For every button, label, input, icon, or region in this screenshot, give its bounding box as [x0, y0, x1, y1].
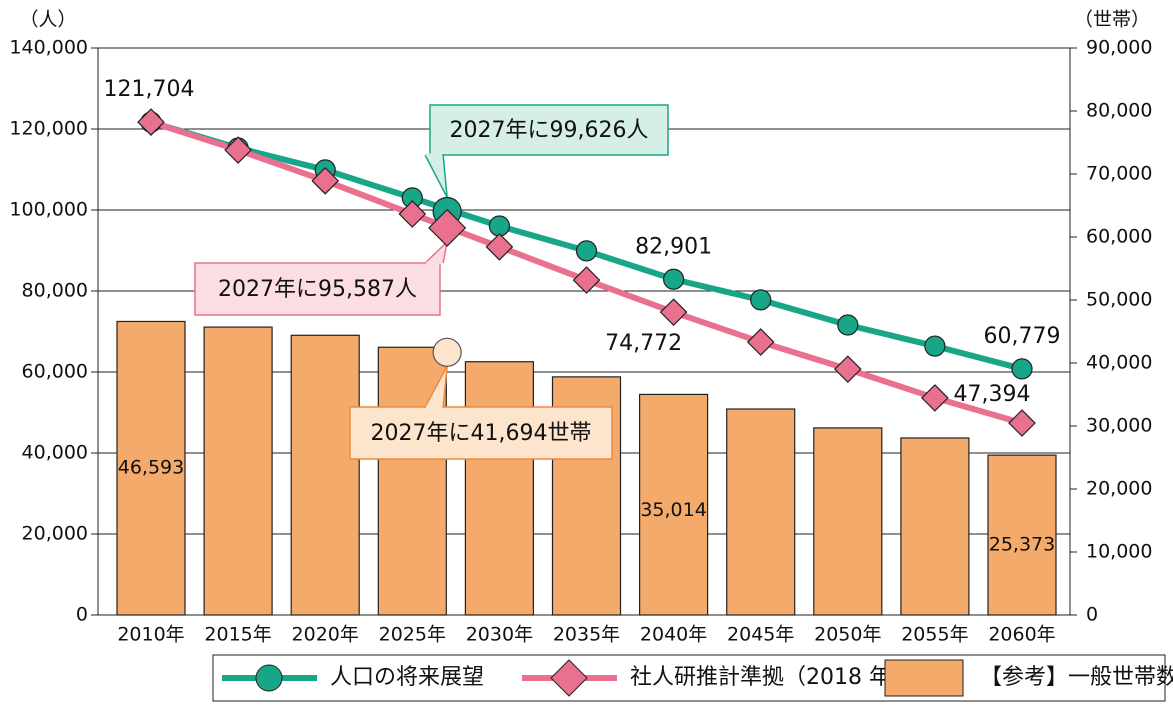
y2-tick-label: 70,000 [1086, 163, 1152, 185]
annotation-point [432, 337, 462, 367]
y-tick-label: 20,000 [22, 523, 88, 545]
point [224, 136, 252, 164]
callout-box [194, 262, 441, 316]
x-tick-label: 2060年 [988, 624, 1055, 646]
legend-label: 社人研推計準拠（2018 年） [630, 665, 913, 690]
callout-box [349, 406, 613, 460]
bar-value-label: 46,593 [118, 457, 184, 479]
y-tick-label: 0 [76, 604, 88, 626]
y2-tick-label: 20,000 [1086, 478, 1152, 500]
bar [726, 408, 796, 616]
point [488, 215, 510, 237]
bar [813, 427, 883, 616]
point [924, 335, 946, 357]
x-tick-label: 2040年 [640, 624, 707, 646]
bar [290, 334, 360, 616]
bar [900, 437, 970, 616]
y-tick-label: 40,000 [22, 442, 88, 464]
callout-text: 2027年に95,587人 [218, 277, 417, 302]
callout-pointer [424, 239, 449, 264]
point [750, 289, 772, 311]
value-label: 47,394 [954, 382, 1031, 407]
callout-box [429, 104, 669, 156]
y-tick-label: 80,000 [22, 280, 88, 302]
y2-tick-label: 30,000 [1086, 415, 1152, 437]
point [398, 200, 427, 228]
bar [203, 326, 273, 616]
legend-label: 【参考】一般世帯数 [980, 665, 1173, 690]
bar [116, 320, 186, 616]
point [485, 233, 514, 261]
point [137, 108, 165, 136]
value-label: 82,901 [635, 234, 712, 259]
x-tick-label: 2015年 [204, 624, 271, 646]
bar [987, 454, 1057, 616]
y2-tick-label: 80,000 [1086, 100, 1152, 122]
point [572, 266, 601, 294]
callout-text: 2027年に41,694世帯 [371, 421, 592, 446]
y2-tick-label: 10,000 [1086, 541, 1152, 563]
point [575, 240, 598, 262]
bar [464, 361, 534, 616]
point [921, 384, 949, 412]
point [833, 355, 862, 384]
annotation-point [428, 208, 467, 247]
y2-axis-label: （世帯） [1074, 9, 1150, 31]
point [746, 328, 775, 356]
y-tick-label: 120,000 [9, 118, 88, 140]
x-tick-label: 2035年 [553, 624, 620, 646]
point [1008, 409, 1036, 437]
y2-tick-label: 40,000 [1086, 352, 1152, 374]
legend-swatch [884, 659, 964, 697]
legend-label: 人口の将来展望 [330, 665, 484, 690]
x-tick-label: 2025年 [379, 624, 446, 646]
x-tick-label: 2055年 [901, 624, 968, 646]
callout-text: 2027年に99,626人 [450, 118, 649, 143]
point [1011, 358, 1033, 380]
bar-value-label: 35,014 [640, 499, 706, 521]
point [662, 268, 685, 290]
legend-box [212, 654, 1166, 702]
bar [638, 393, 709, 616]
y-tick-label: 100,000 [9, 199, 88, 221]
x-tick-label: 2045年 [727, 624, 794, 646]
y-tick-label: 140,000 [9, 37, 88, 59]
x-tick-label: 2020年 [292, 624, 359, 646]
value-label: 74,772 [605, 331, 682, 356]
y2-tick-label: 50,000 [1086, 289, 1152, 311]
point [659, 298, 688, 327]
bar [377, 346, 447, 616]
point [837, 314, 859, 336]
y-axis-label: （人） [19, 9, 76, 31]
y2-tick-label: 0 [1086, 604, 1098, 626]
point [311, 166, 340, 195]
y2-tick-label: 60,000 [1086, 226, 1152, 248]
x-tick-label: 2010年 [117, 624, 184, 646]
legend-marker [255, 664, 283, 692]
value-label: 60,779 [984, 324, 1061, 349]
y2-tick-label: 90,000 [1086, 37, 1152, 59]
x-tick-label: 2030年 [466, 624, 533, 646]
y-tick-label: 60,000 [22, 361, 88, 383]
value-label: 121,704 [104, 77, 195, 102]
bar-value-label: 25,373 [989, 534, 1055, 556]
callout-pointer [424, 154, 448, 198]
x-tick-label: 2050年 [814, 624, 881, 646]
legend-marker [550, 659, 588, 697]
